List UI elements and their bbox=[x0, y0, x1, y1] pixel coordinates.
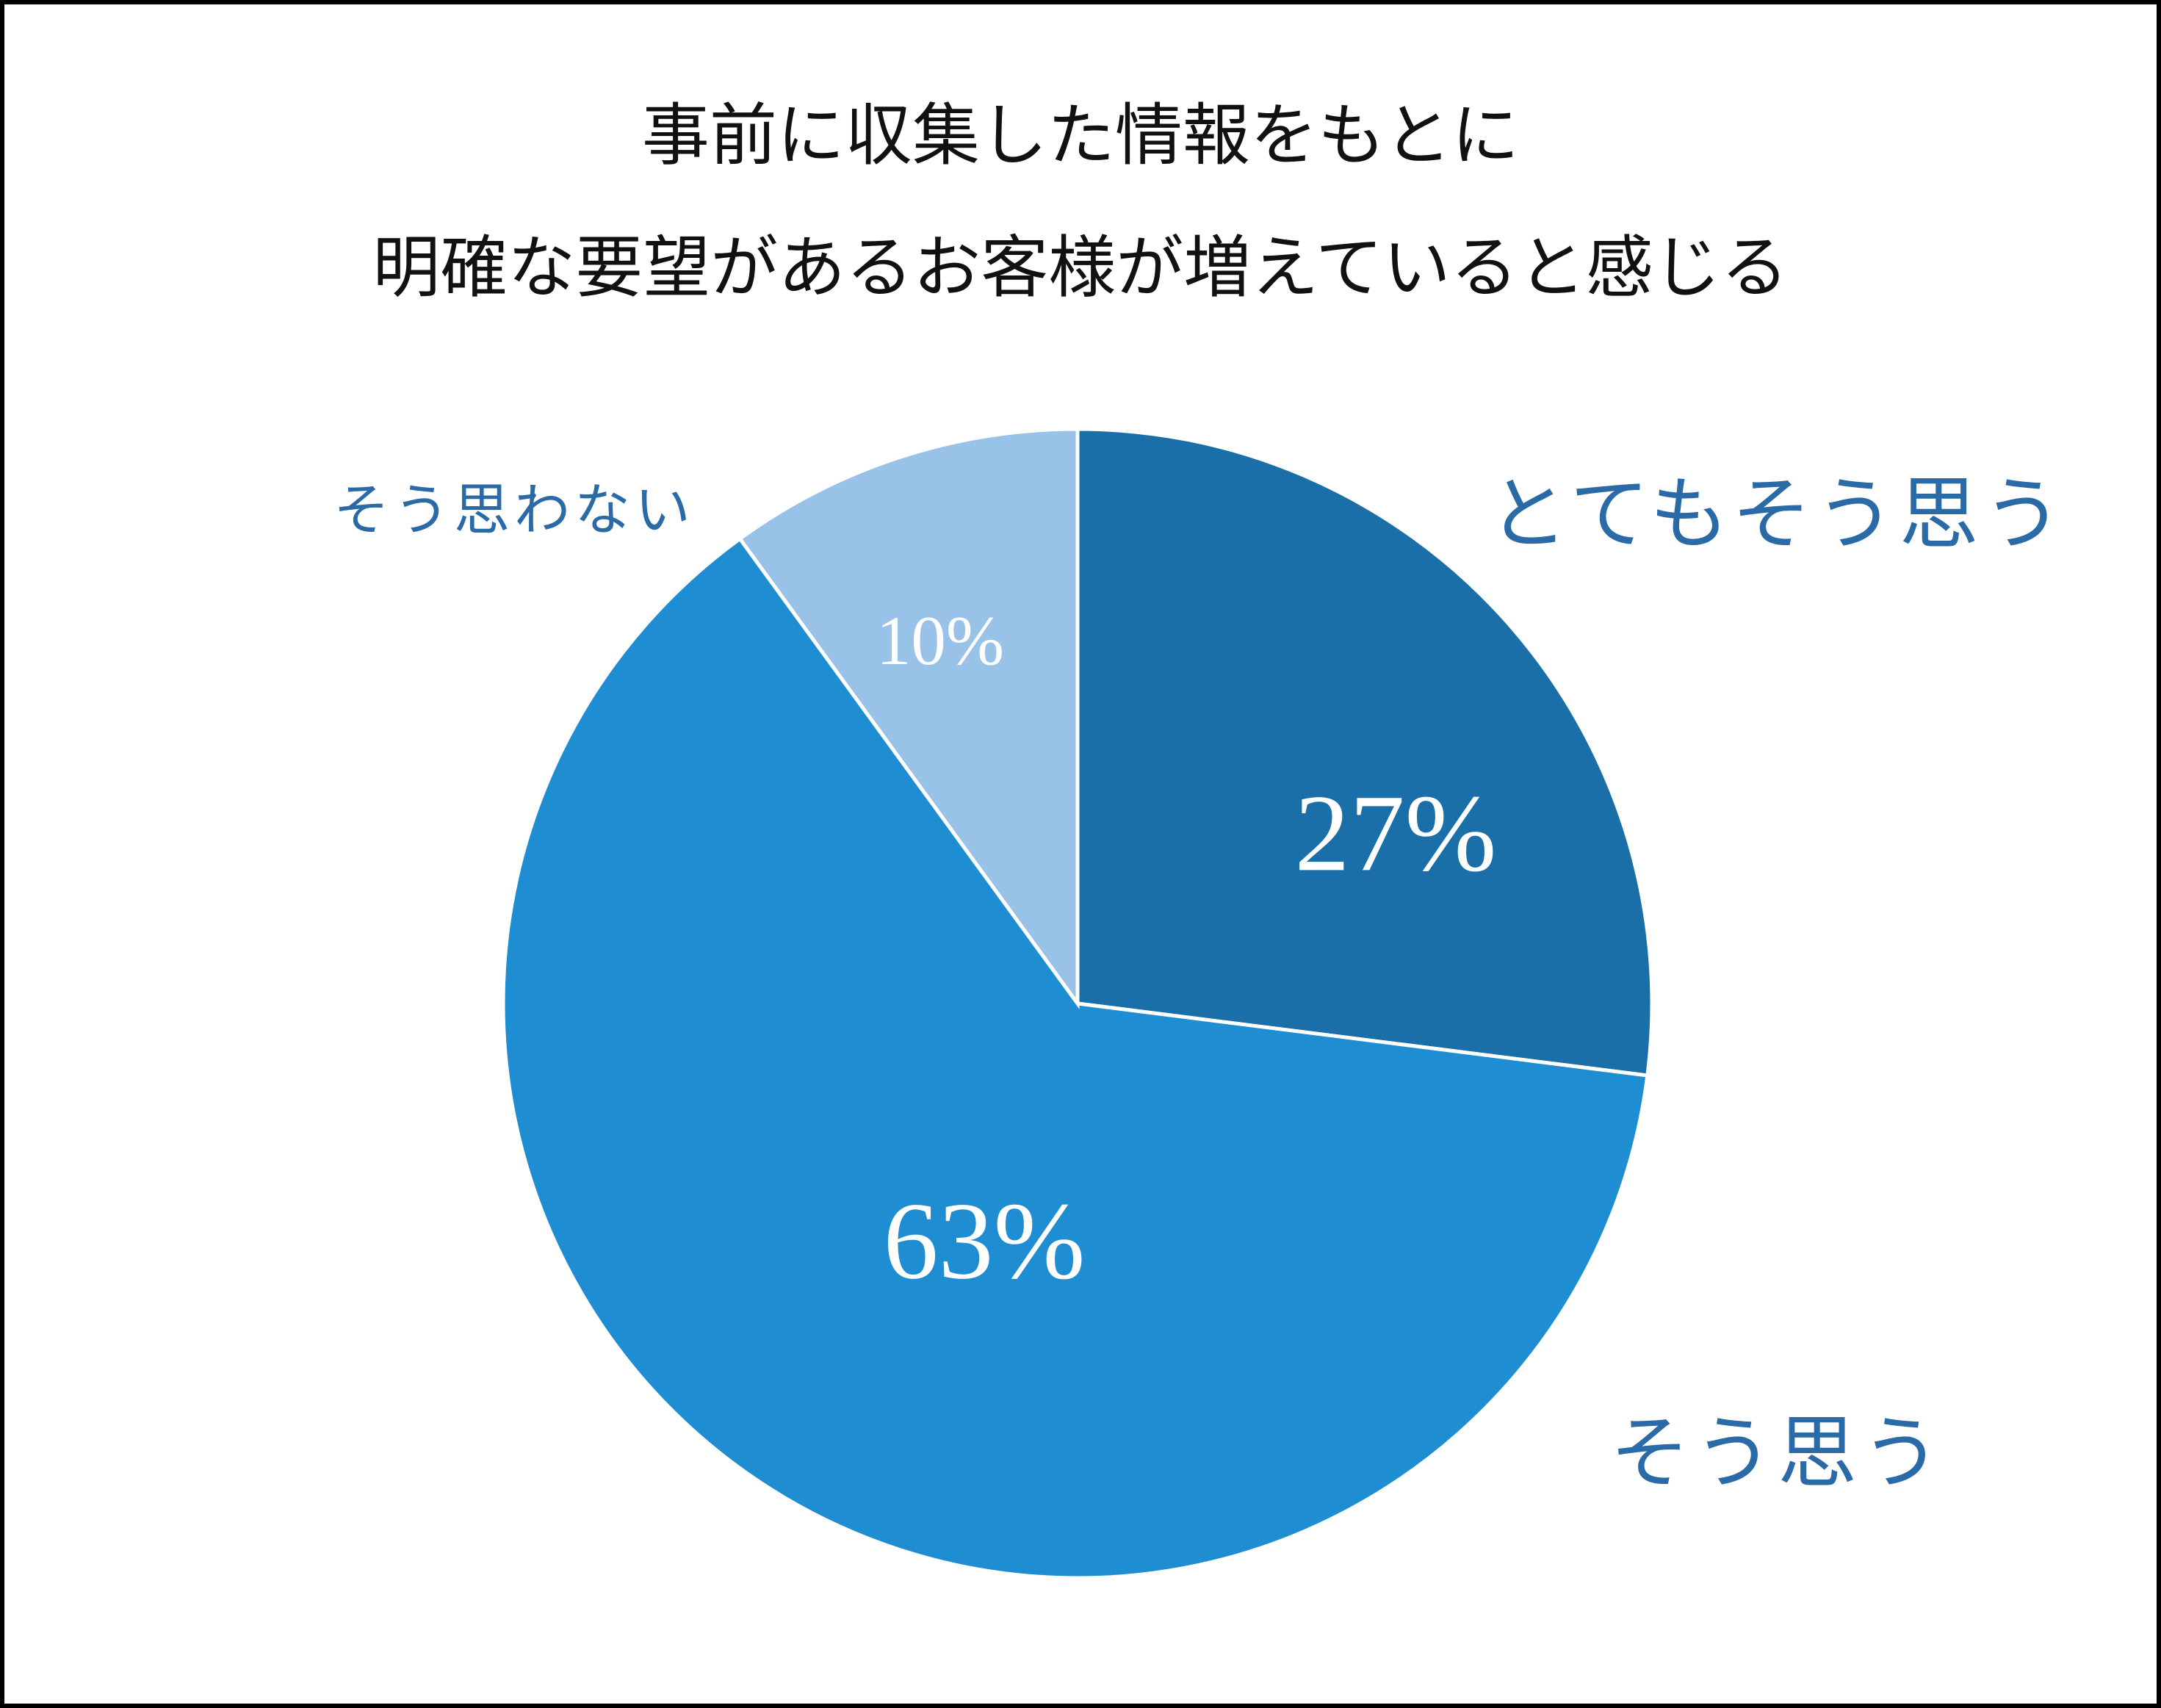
legend-label: とてもそう思う bbox=[1488, 472, 2066, 559]
value-label: 27% bbox=[1295, 772, 1497, 894]
value-label: 63% bbox=[884, 1180, 1086, 1302]
pie-slice bbox=[501, 536, 1650, 1580]
chart-title: 明確な要望があるお客様が増えていると感じる bbox=[372, 231, 1788, 306]
pie-slice bbox=[737, 427, 1080, 1009]
pie-slice bbox=[1075, 427, 1654, 1078]
chart-title: 事前に収集した情報をもとに bbox=[642, 98, 1519, 173]
legend-label: そう思わない bbox=[333, 480, 695, 541]
value-label: 10% bbox=[876, 602, 1004, 680]
legend-label: そう思う bbox=[1610, 1410, 1945, 1498]
